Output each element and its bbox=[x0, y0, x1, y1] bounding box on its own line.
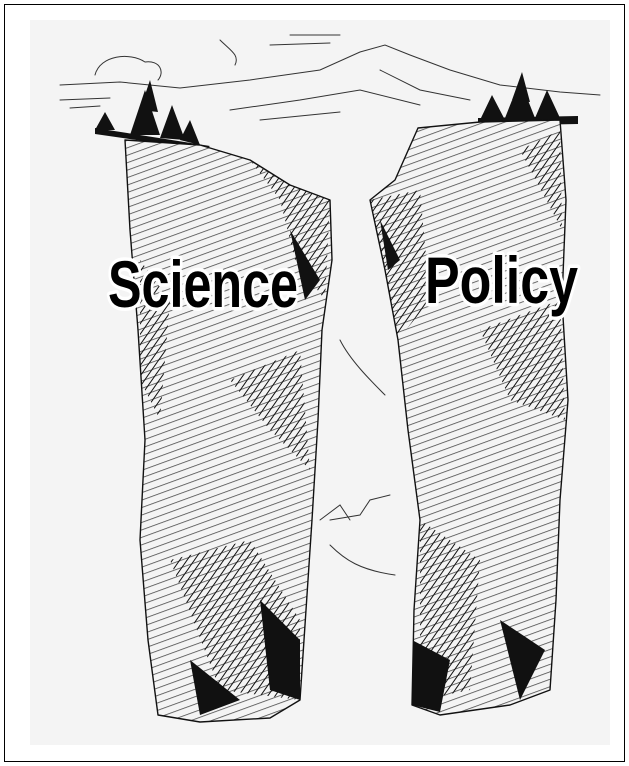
policy-label: Policy bbox=[425, 243, 578, 317]
science-label: Science bbox=[108, 247, 298, 321]
illustration: Science Policy bbox=[0, 0, 629, 766]
